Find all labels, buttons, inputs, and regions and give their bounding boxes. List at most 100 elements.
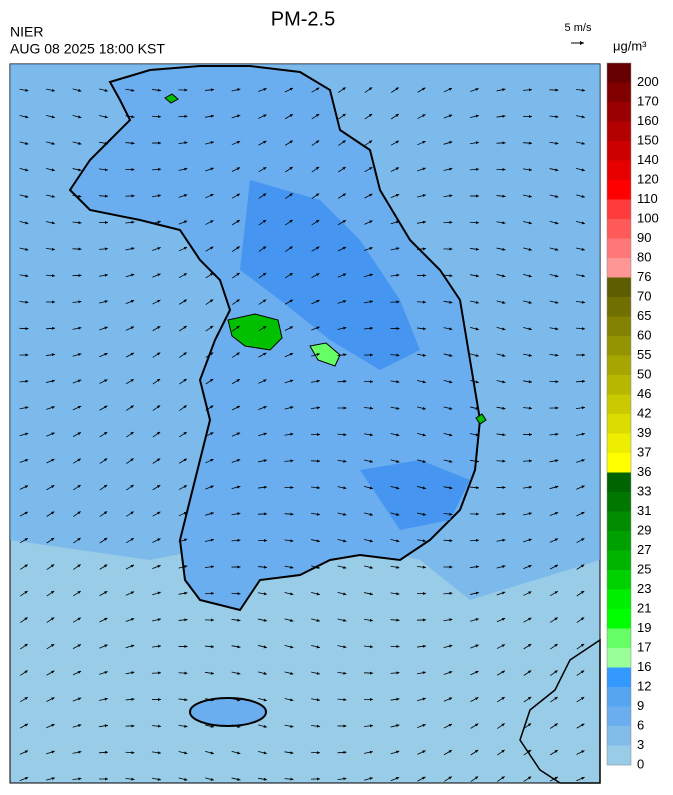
wind-arrow: [337, 565, 347, 569]
wind-arrow: [98, 750, 109, 754]
colorbar-segment: [607, 726, 631, 746]
wind-arrow: [125, 591, 135, 596]
wind-arrow-head: [157, 511, 161, 515]
wind-arrow: [99, 564, 108, 570]
wind-arrow-head: [502, 433, 506, 437]
wind-arrow-head: [396, 565, 400, 569]
wind-arrow-head: [369, 724, 373, 728]
wind-arrow-head: [209, 405, 214, 409]
wind-arrow: [98, 724, 109, 728]
wind-arrow-head: [449, 406, 453, 410]
wind-arrow-head: [502, 565, 506, 569]
colorbar-label: 0: [637, 756, 644, 771]
wind-arrow: [284, 644, 294, 649]
wind-arrow-head: [528, 485, 532, 489]
wind-arrow-head: [130, 591, 135, 595]
wind-arrow-head: [528, 300, 532, 304]
wind-arrow: [390, 220, 400, 225]
wind-arrow-head: [131, 194, 135, 198]
wind-arrow: [523, 538, 532, 543]
wind-arrow: [416, 300, 427, 304]
wind-arrow-head: [502, 168, 506, 172]
wind-arrow-head: [130, 618, 135, 621]
wind-arrow: [364, 565, 373, 569]
wind-arrow: [337, 645, 347, 649]
wind-arrow: [284, 777, 294, 781]
wind-arrow-head: [77, 644, 81, 648]
colorbar-label: 9: [637, 698, 644, 713]
wind-arrow-head: [183, 299, 187, 303]
wind-arrow-head: [104, 141, 108, 145]
wind-arrow: [179, 352, 187, 358]
wind-arrow-head: [104, 777, 108, 781]
wind-arrow: [19, 167, 29, 172]
wind-arrow-head: [237, 671, 241, 675]
wind-arrow-head: [131, 777, 135, 781]
wind-arrow-head: [581, 432, 585, 436]
wind-arrow: [178, 698, 188, 702]
wind-arrow: [284, 698, 294, 702]
wind-arrow-head: [50, 511, 55, 515]
wind-arrow: [549, 485, 559, 490]
wind-arrow: [549, 194, 559, 198]
wind-arrow: [549, 300, 559, 304]
wind-arrow: [311, 645, 320, 649]
wind-arrow: [443, 167, 453, 171]
wind-arrow: [125, 273, 135, 278]
wind-arrow-head: [342, 300, 347, 303]
wind-arrow-head: [263, 167, 267, 171]
wind-arrow-head: [580, 697, 585, 700]
wind-arrow: [549, 247, 559, 251]
wind-arrow: [46, 590, 55, 597]
wind-arrow: [311, 113, 320, 120]
wind-arrow: [285, 246, 293, 252]
wind-arrow-head: [50, 564, 55, 568]
wind-arrow: [125, 378, 135, 385]
wind-arrow-head: [502, 512, 506, 516]
wind-arrow: [416, 353, 427, 357]
wind-arrow-head: [263, 485, 267, 489]
wind-arrow-head: [262, 193, 267, 197]
wind-arrow: [72, 405, 82, 411]
wind-arrow: [126, 484, 134, 491]
wind-arrow-head: [396, 247, 400, 251]
wind-arrow-head: [422, 592, 426, 596]
wind-arrow-head: [24, 750, 29, 754]
wind-arrow: [205, 777, 214, 781]
hotspot-chungju: [309, 342, 341, 367]
wind-arrow-head: [210, 246, 214, 250]
wind-arrow: [151, 167, 162, 171]
wind-arrow: [99, 88, 108, 92]
wind-arrow-head: [24, 643, 28, 647]
colorbar-label: 37: [637, 444, 651, 459]
wind-arrow-head: [449, 300, 453, 304]
wind-arrow: [364, 273, 373, 278]
wind-arrow-head: [555, 194, 559, 198]
wind-arrow-head: [262, 246, 267, 250]
wind-arrow: [496, 221, 506, 225]
wind-arrow: [205, 724, 214, 728]
wind-arrow-head: [51, 697, 55, 701]
wind-arrow-head: [343, 379, 347, 383]
wind-arrow-head: [422, 644, 426, 648]
unit: μg/m³: [613, 38, 647, 53]
wind-arrow: [497, 776, 505, 782]
wind-arrow-head: [527, 644, 532, 647]
wind-arrow: [338, 140, 346, 146]
wind-arrow-head: [475, 697, 479, 701]
wind-arrow: [72, 168, 82, 172]
wind-arrow: [284, 459, 294, 463]
wind-arrow-head: [130, 300, 135, 303]
wind-arrow: [204, 565, 215, 569]
wind-arrow-head: [236, 325, 240, 329]
wind-arrow: [72, 750, 82, 754]
wind-arrow: [19, 537, 29, 544]
wind-arrow-head: [555, 168, 559, 172]
wind-arrow: [152, 378, 161, 385]
wind-arrow: [46, 537, 55, 544]
wind-arrow: [390, 485, 400, 490]
wind-arrow-head: [131, 115, 135, 119]
wind-arrow: [576, 776, 585, 782]
wind-arrow: [311, 87, 320, 93]
wind-arrow-head: [290, 592, 294, 596]
